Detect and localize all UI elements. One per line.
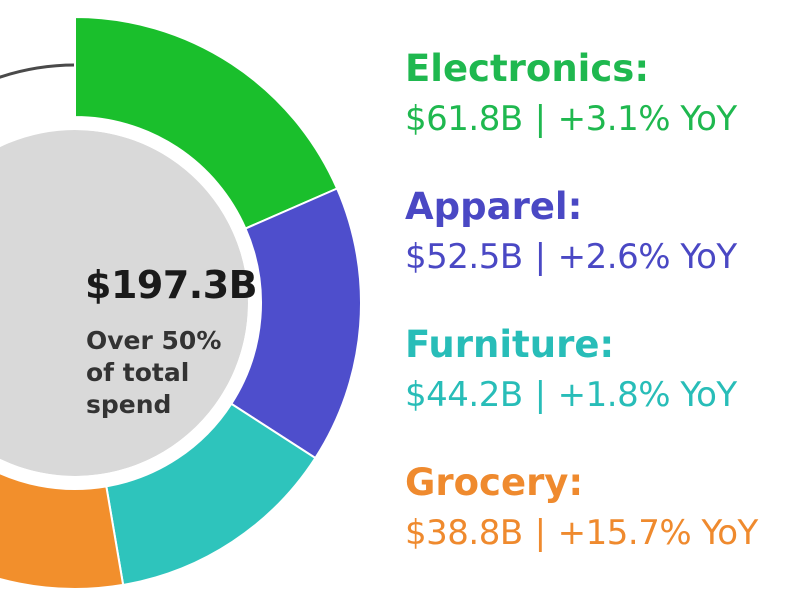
value-label: $52.5B <box>405 237 523 277</box>
legend-item-grocery: Grocery: $38.8B | +15.7% YoY <box>405 458 797 596</box>
legend-stat: $52.5B | +2.6% YoY <box>405 232 797 282</box>
value-label: $38.8B <box>405 513 523 553</box>
yoy-label: +1.8% YoY <box>557 375 738 415</box>
separator: | <box>534 237 546 277</box>
separator: | <box>534 375 546 415</box>
center-note-line: Over 50% <box>86 326 221 355</box>
legend-item-apparel: Apparel: $52.5B | +2.6% YoY <box>405 182 797 320</box>
yoy-label: +3.1% YoY <box>557 99 738 139</box>
legend-stat: $38.8B | +15.7% YoY <box>405 508 797 558</box>
legend: Electronics: $61.8B | +3.1% YoY Apparel: $… <box>405 44 797 596</box>
legend-stat: $61.8B | +3.1% YoY <box>405 94 797 144</box>
total-label: $197.3B <box>85 263 257 307</box>
center-note-line: of total <box>86 358 189 387</box>
donut-chart: $197.3B Over 50% of total spend <box>0 15 362 590</box>
legend-name: Furniture: <box>405 323 615 366</box>
legend-item-electronics: Electronics: $61.8B | +3.1% YoY <box>405 44 797 182</box>
center-disc <box>0 130 248 476</box>
center-note-line: spend <box>86 390 171 419</box>
legend-item-furniture: Furniture: $44.2B | +1.8% YoY <box>405 320 797 458</box>
donut-slice-electronics <box>74 15 339 230</box>
legend-name: Apparel: <box>405 185 583 228</box>
legend-stat: $44.2B | +1.8% YoY <box>405 370 797 420</box>
center-note: Over 50% of total spend <box>86 326 221 419</box>
yoy-label: +15.7% YoY <box>557 513 759 553</box>
legend-name: Grocery: <box>405 461 584 504</box>
separator: | <box>534 513 546 553</box>
separator: | <box>534 99 546 139</box>
donut-slice-grocery <box>0 472 125 590</box>
value-label: $61.8B <box>405 99 523 139</box>
value-label: $44.2B <box>405 375 523 415</box>
yoy-label: +2.6% YoY <box>557 237 738 277</box>
legend-name: Electronics: <box>405 47 650 90</box>
